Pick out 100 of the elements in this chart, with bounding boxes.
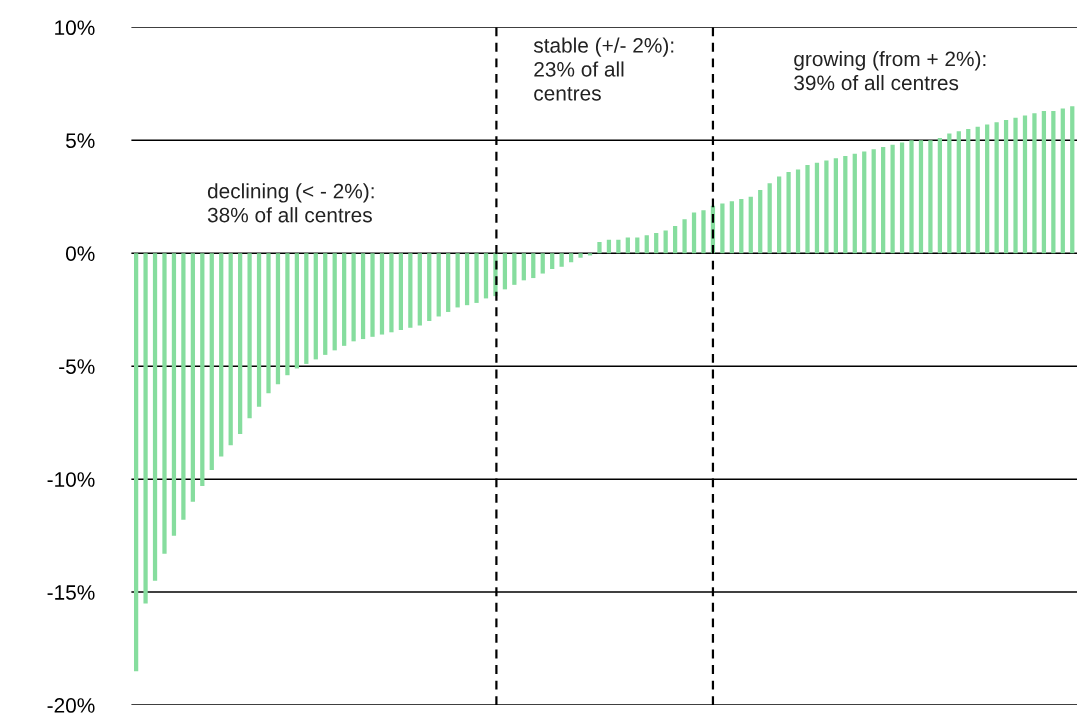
- bar: [795, 169, 801, 254]
- bar: [247, 253, 252, 419]
- bar: [1060, 108, 1065, 254]
- bar: [956, 131, 961, 254]
- bar: [1041, 110, 1047, 254]
- bar: [1003, 119, 1009, 254]
- bar: [890, 144, 895, 254]
- bar: [389, 253, 394, 333]
- bar: [190, 253, 195, 502]
- bar: [767, 183, 772, 254]
- bar: [985, 124, 990, 254]
- bar: [1022, 115, 1028, 254]
- bar: [833, 158, 838, 254]
- y-tick-label: -20%: [47, 698, 95, 713]
- bar: [152, 253, 158, 581]
- bar: [266, 253, 271, 394]
- bar: [313, 253, 318, 360]
- bar: [323, 253, 328, 355]
- bar: [862, 151, 867, 254]
- bar: [559, 253, 564, 267]
- bar: [417, 253, 422, 326]
- y-tick-label: -5%: [59, 359, 95, 374]
- bar: [597, 241, 602, 254]
- bar: [133, 253, 139, 672]
- bar: [616, 239, 621, 254]
- bar: [483, 253, 489, 299]
- bar: [606, 239, 612, 254]
- bar: [871, 149, 876, 254]
- bar: [966, 128, 971, 254]
- bar: [644, 235, 649, 254]
- bar: [219, 253, 224, 457]
- y-tick-label: -15%: [47, 585, 95, 600]
- bar: [805, 165, 810, 254]
- bar: [512, 253, 517, 285]
- bar: [947, 133, 952, 254]
- bar: [975, 126, 980, 254]
- y-tick-label: 5%: [66, 133, 95, 148]
- bar: [578, 253, 583, 258]
- bar: [446, 253, 451, 312]
- bar: [918, 140, 924, 254]
- bar: [758, 189, 763, 254]
- bar: [209, 253, 214, 471]
- bar: [568, 253, 574, 263]
- bar: [748, 196, 753, 254]
- bar: [663, 230, 668, 254]
- bar: [881, 147, 886, 254]
- y-tick-label: 10%: [55, 20, 95, 36]
- annotation: growing (from + 2%): 39% of all centres: [794, 51, 986, 91]
- bar: [502, 253, 508, 290]
- bar: [843, 156, 848, 254]
- bar: [701, 210, 706, 254]
- bar: [474, 253, 479, 303]
- bar: [550, 253, 555, 270]
- bar: [739, 198, 744, 254]
- bar: [256, 253, 262, 407]
- bar: [928, 140, 933, 254]
- bar: [379, 253, 385, 335]
- annotation: declining (< - 2%): 38% of all centres: [207, 183, 374, 223]
- bar: [682, 219, 687, 254]
- bar: [162, 253, 167, 554]
- bar: [824, 160, 829, 254]
- bar: [181, 253, 186, 520]
- bar: [814, 162, 820, 254]
- bar: [143, 253, 148, 604]
- bar: [228, 253, 233, 446]
- bar: [852, 153, 857, 254]
- bar: [521, 253, 526, 281]
- bar: [304, 253, 309, 364]
- bar: [332, 253, 337, 351]
- bar: [1051, 110, 1056, 254]
- bar: [427, 253, 432, 321]
- bar: [360, 253, 366, 340]
- bar: [777, 176, 782, 254]
- y-tick-label: -10%: [47, 472, 95, 487]
- bar: [729, 201, 734, 254]
- bar: [635, 237, 640, 254]
- bar: [370, 253, 375, 337]
- bar: [455, 253, 460, 308]
- bar: [285, 253, 290, 376]
- bar: [1013, 117, 1018, 254]
- bar: [691, 212, 697, 254]
- bar: [540, 253, 545, 274]
- bar: [464, 253, 470, 306]
- bar: [342, 253, 347, 346]
- bar: [436, 253, 441, 317]
- bar: [786, 171, 791, 254]
- bar: [672, 226, 678, 254]
- bar: [899, 142, 905, 254]
- bar: [1070, 106, 1075, 254]
- y-tick-label: 0%: [65, 246, 95, 261]
- bar: [408, 253, 413, 328]
- bar: [654, 232, 659, 254]
- bar: [238, 253, 243, 434]
- bar: [171, 253, 177, 536]
- bar: [937, 137, 943, 254]
- bar: [531, 253, 536, 279]
- bar: [200, 253, 205, 486]
- bar: [720, 203, 725, 254]
- bar: [625, 237, 630, 254]
- bar: [1032, 113, 1037, 254]
